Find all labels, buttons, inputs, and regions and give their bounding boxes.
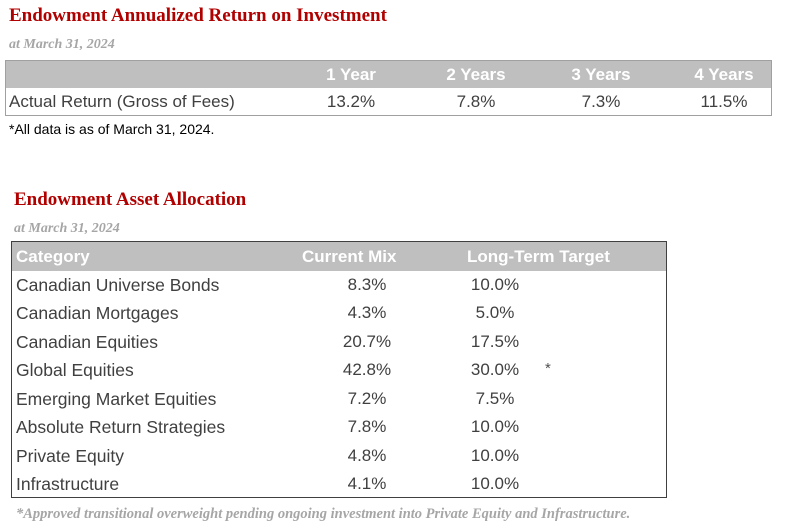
current-mix-cell: 20.7% (342, 332, 392, 351)
header-long-term-target: Long-Term Target (467, 247, 610, 266)
target-cell: 7.5% (475, 389, 515, 408)
category-cell: Emerging Market Equities (16, 389, 217, 409)
current-mix-cell: 4.8% (347, 446, 387, 465)
target-cell: 17.5% (470, 332, 520, 351)
category-cell: Global Equities (16, 360, 134, 380)
overweight-asterisk: * (545, 360, 551, 377)
category-cell: Absolute Return Strategies (16, 417, 226, 437)
roi-col-1-year: 1 Year (326, 65, 376, 84)
roi-table: 1 Year 2 Years 3 Years 4 Years Actual Re… (5, 60, 772, 116)
category-cell: Canadian Mortgages (16, 303, 179, 323)
table-row: Absolute Return Strategies 7.8% 10.0% (12, 414, 666, 442)
target-cell: 5.0% (475, 303, 515, 322)
roi-col-4-years: 4 Years (694, 65, 754, 84)
current-mix-cell: 4.1% (347, 474, 387, 493)
roi-value-1-year: 13.2% (326, 92, 376, 111)
roi-note: *All data is as of March 31, 2024. (9, 121, 215, 137)
target-cell: 10.0% (470, 474, 520, 493)
table-row: Canadian Mortgages 4.3% 5.0% (12, 300, 666, 328)
header-category: Category (16, 247, 90, 266)
target-cell: 10.0% (470, 417, 520, 436)
table-row: Emerging Market Equities 7.2% 7.5% (12, 386, 666, 414)
allocation-table: Category Current Mix Long-Term Target Ca… (11, 241, 667, 498)
category-cell: Infrastructure (16, 474, 120, 494)
category-cell: Canadian Universe Bonds (16, 275, 220, 295)
current-mix-cell: 4.3% (347, 303, 387, 322)
current-mix-cell: 7.2% (347, 389, 387, 408)
header-current-mix: Current Mix (302, 247, 397, 266)
allocation-table-header: Category Current Mix Long-Term Target (12, 242, 666, 271)
roi-title: Endowment Annualized Return on Investmen… (9, 5, 387, 26)
table-row: Global Equities 42.8% 30.0% * (12, 357, 666, 385)
table-row: Private Equity 4.8% 10.0% (12, 443, 666, 471)
current-mix-cell: 8.3% (347, 275, 387, 294)
roi-table-row: Actual Return (Gross of Fees) 13.2% 7.8%… (6, 88, 771, 116)
roi-value-4-years: 11.5% (700, 92, 748, 111)
allocation-title: Endowment Asset Allocation (14, 189, 247, 210)
category-cell: Private Equity (16, 446, 124, 466)
target-cell: 10.0% (470, 275, 520, 294)
table-row: Canadian Universe Bonds 8.3% 10.0% (12, 272, 666, 300)
roi-value-2-years: 7.8% (456, 92, 496, 111)
current-mix-cell: 7.8% (347, 417, 387, 436)
category-cell: Canadian Equities (16, 332, 159, 352)
roi-subtitle: at March 31, 2024 (9, 37, 115, 52)
table-row: Canadian Equities 20.7% 17.5% (12, 329, 666, 357)
target-cell: 30.0% (470, 360, 520, 379)
allocation-subtitle: at March 31, 2024 (14, 221, 120, 236)
current-mix-cell: 42.8% (342, 360, 392, 379)
roi-table-header: 1 Year 2 Years 3 Years 4 Years (6, 61, 771, 88)
roi-row-label: Actual Return (Gross of Fees) (9, 92, 235, 111)
roi-value-3-years: 7.3% (581, 92, 621, 111)
table-row: Infrastructure 4.1% 10.0% (12, 471, 666, 499)
target-cell: 10.0% (470, 446, 520, 465)
roi-col-2-years: 2 Years (446, 65, 506, 84)
allocation-footnote: *Approved transitional overweight pendin… (16, 506, 631, 522)
roi-col-3-years: 3 Years (571, 65, 631, 84)
